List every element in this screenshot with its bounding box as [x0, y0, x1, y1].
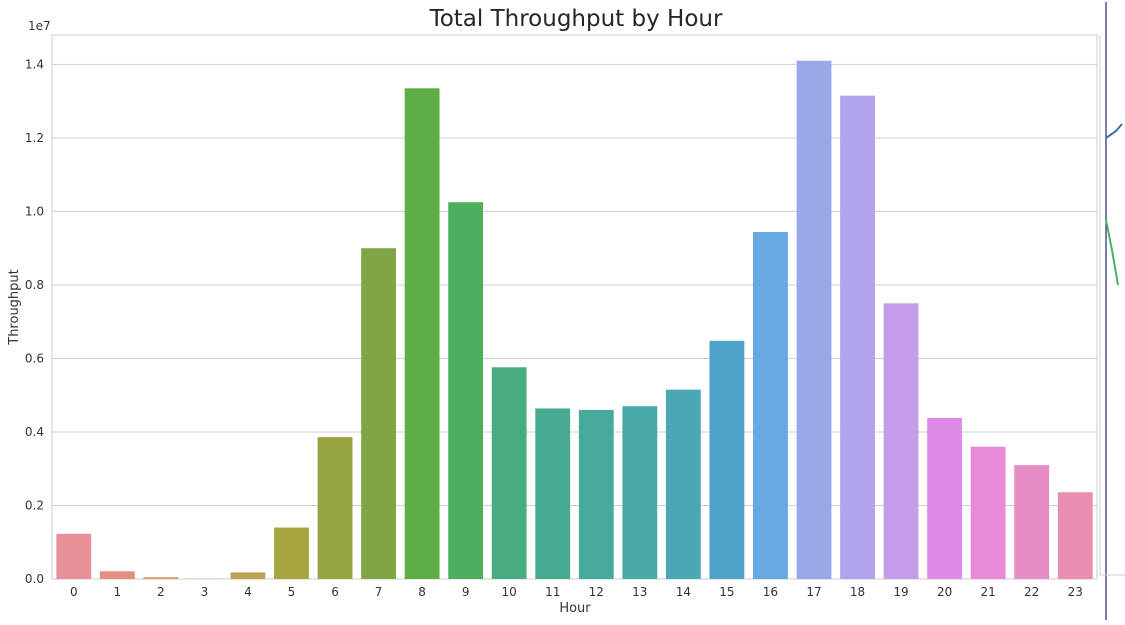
bar-hour-22 [1014, 465, 1050, 579]
x-tick-label: 3 [201, 585, 209, 599]
y-tick-label: 0.4 [25, 425, 44, 439]
x-tick-label: 1 [113, 585, 121, 599]
bar-hour-21 [970, 446, 1006, 579]
x-tick-label: 15 [719, 585, 734, 599]
x-tick-label: 16 [763, 585, 778, 599]
y-tick-label: 1.4 [25, 57, 44, 71]
bar-hour-16 [753, 232, 788, 579]
bar-hour-6 [317, 437, 353, 579]
x-tick-label: 21 [981, 585, 996, 599]
y-tick-label: 1.2 [25, 131, 44, 145]
x-tick-labels: 0 1 2 3 4 5 6 7 8 9 10 11 12 13 14 15 16 17 18 19 20 21 22 23 [70, 585, 1083, 599]
x-tick-label: 17 [806, 585, 821, 599]
bar-hour-17 [796, 60, 832, 579]
x-tick-label: 7 [375, 585, 383, 599]
bar-hour-19 [883, 303, 919, 579]
x-tick-label: 4 [244, 585, 252, 599]
y-tick-label: 0.6 [25, 351, 44, 365]
y-axis-label: Throughput [7, 269, 22, 346]
x-tick-label: 19 [893, 585, 908, 599]
bar-hour-4 [230, 572, 266, 579]
x-tick-label: 11 [545, 585, 560, 599]
y-tick-label: 0.2 [25, 498, 44, 512]
gridlines [52, 63, 1097, 580]
bar-hour-2 [143, 577, 179, 579]
adjacent-chart-fragment [1099, 2, 1125, 620]
bar-hour-10 [491, 367, 527, 579]
fragment-line-blue [1105, 123, 1123, 139]
bar-hour-15 [709, 340, 745, 579]
bar-hour-18 [840, 95, 875, 579]
bar-hour-8 [404, 88, 440, 579]
chart-title: Total Throughput by Hour [429, 6, 723, 32]
x-tick-label: 14 [676, 585, 691, 599]
x-tick-label: 6 [331, 585, 339, 599]
bar-hour-14 [665, 389, 701, 579]
bar-hour-0 [56, 533, 92, 579]
bar-hour-23 [1057, 492, 1093, 579]
fragment-line-green [1105, 219, 1119, 286]
bar-hour-20 [927, 418, 963, 579]
x-tick-label: 20 [937, 585, 952, 599]
bar-hour-12 [578, 409, 614, 579]
bar-hour-7 [361, 248, 396, 579]
y-offset-label: 1e7 [28, 19, 51, 33]
x-tick-label: 8 [418, 585, 426, 599]
bar-hour-1 [99, 571, 135, 579]
x-tick-label: 12 [589, 585, 604, 599]
bar-hour-5 [274, 527, 309, 579]
y-tick-labels: 0.0 0.2 0.4 0.6 0.8 1.0 1.2 1.4 [25, 57, 44, 586]
x-tick-label: 9 [462, 585, 470, 599]
x-tick-label: 10 [502, 585, 517, 599]
x-axis-label: Hour [559, 601, 591, 616]
y-tick-label: 0.8 [25, 278, 44, 292]
x-tick-label: 22 [1024, 585, 1039, 599]
x-tick-label: 2 [157, 585, 165, 599]
x-tick-label: 0 [70, 585, 78, 599]
y-tick-label: 0.0 [25, 572, 44, 586]
x-tick-label: 5 [288, 585, 296, 599]
bar-hour-11 [535, 408, 571, 579]
bar-hour-9 [448, 202, 484, 580]
x-tick-label: 13 [632, 585, 647, 599]
y-tick-label: 1.0 [25, 204, 44, 218]
bars [56, 60, 1093, 580]
x-tick-label: 18 [850, 585, 865, 599]
bar-hour-13 [622, 406, 658, 579]
x-tick-label: 23 [1068, 585, 1083, 599]
